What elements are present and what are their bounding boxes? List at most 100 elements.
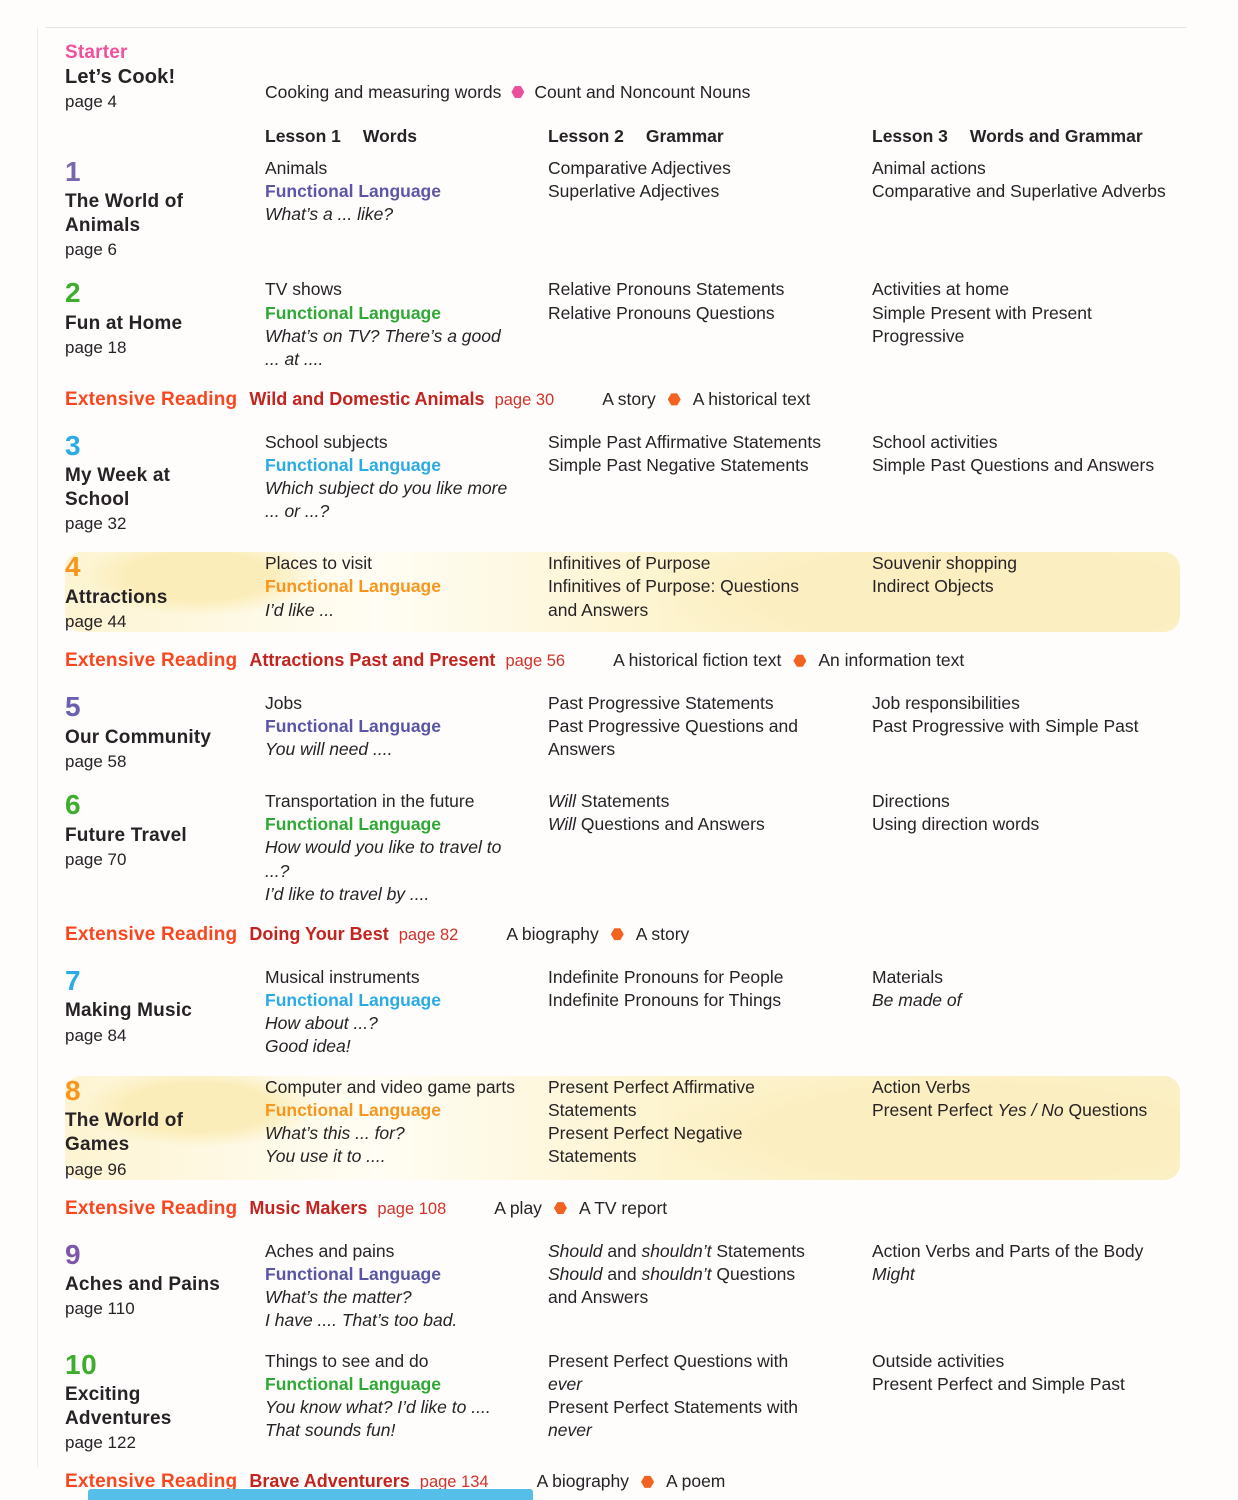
extensive-reading-genres: A story A historical text <box>602 389 810 410</box>
extensive-reading-page-ref: page 82 <box>398 925 459 944</box>
starter-page-ref: page 4 <box>65 92 117 111</box>
contents-table: Starter Let’s Cook! page 4 Cooking and m… <box>65 42 1180 1500</box>
header-lesson-1-label: Lesson 1 <box>265 126 341 146</box>
unit-info-cell: 2 Fun at Home page 18 <box>65 278 265 370</box>
lesson2-line: Superlative Adjectives <box>548 181 720 202</box>
lesson3-line: Souvenir shopping <box>872 553 1017 574</box>
unit-title: The World of Games <box>65 1110 184 1155</box>
unit-row-7: 7 Making Music page 84 Musical instrumen… <box>65 965 1180 1058</box>
lesson1-cell: Places to visit Functional Language I’d li… <box>265 552 548 632</box>
lesson3-line: Simple Past Questions and Answers <box>872 454 1155 475</box>
lesson1-cell: Transportation in the future Functional L… <box>265 790 548 905</box>
lesson3-line: Action Verbs <box>872 1077 971 1098</box>
unit-title: Fun at Home <box>65 312 183 334</box>
lesson1-words-line: Animals <box>265 158 328 178</box>
lesson3-line: Indirect Objects <box>872 576 994 597</box>
unit-info-cell: 6 Future Travel page 70 <box>65 790 265 905</box>
extensive-reading-label: Extensive Reading <box>65 650 238 672</box>
extensive-reading-page-ref: page 30 <box>494 390 555 409</box>
lesson1-cell: Aches and pains Functional Language What’s… <box>265 1240 548 1332</box>
lesson1-words-line: Things to see and do <box>265 1350 429 1371</box>
hexagon-bullet-icon <box>553 1202 567 1215</box>
extensive-reading-label: Extensive Reading <box>65 1471 238 1493</box>
lesson2-line: Should and shouldn’t Statements <box>548 1240 805 1261</box>
extensive-reading-row: Extensive Reading Wild and Domestic Anim… <box>65 389 1180 411</box>
unit-page-ref: page 70 <box>65 850 127 870</box>
unit-title: Future Travel <box>65 824 187 846</box>
lesson2-line: Infinitives of Purpose: Questions and An… <box>548 576 799 620</box>
lesson1-cell: Musical instruments Functional Language Ho… <box>265 966 548 1058</box>
unit-title: Making Music <box>65 1000 192 1022</box>
lesson1-cell: Animals Functional Language What’s a ... l… <box>265 157 548 260</box>
unit-info-cell: 3 My Week at School page 32 <box>65 430 265 534</box>
starter-label: Starter <box>65 42 128 63</box>
lesson2-cell: Should and shouldn’t Statements Should an… <box>548 1240 872 1332</box>
lesson2-line: Will Statements <box>548 791 670 812</box>
functional-language-example: Good idea! <box>265 1035 351 1056</box>
functional-language-label: Functional Language <box>265 454 441 475</box>
lesson3-line: Be made of <box>872 989 962 1010</box>
unit-number: 2 <box>65 277 82 309</box>
lesson1-words-line: Jobs <box>265 693 302 714</box>
lesson3-cell: Outside activities Present Perfect and Si… <box>872 1350 1180 1453</box>
extensive-reading-page-ref: page 56 <box>505 652 566 671</box>
unit-number: 6 <box>65 789 82 821</box>
lesson1-words-line: School subjects <box>265 431 388 452</box>
lesson3-line: Present Perfect Yes / No Questions <box>872 1100 1148 1121</box>
extensive-reading-page-ref: page 134 <box>419 1473 489 1492</box>
functional-language-label: Functional Language <box>265 989 441 1010</box>
hexagon-bullet-icon <box>610 928 624 941</box>
lesson1-cell: Things to see and do Functional Language Y… <box>265 1350 548 1453</box>
functional-language-example: What’s on TV? There’s a good ... at .... <box>265 325 501 369</box>
unit-row-8: 8 The World of Games page 96 Computer an… <box>65 1076 1180 1180</box>
lesson2-cell: Relative Pronouns Statements Relative Pro… <box>548 278 872 370</box>
functional-language-example: I have .... That’s too bad. <box>265 1309 458 1330</box>
hexagon-bullet-icon <box>511 86 525 98</box>
unit-number: 8 <box>65 1075 82 1107</box>
functional-language-example: You know what? I’d like to .... <box>265 1397 491 1418</box>
genre-item: A play <box>494 1197 542 1218</box>
functional-language-label: Functional Language <box>265 181 441 202</box>
functional-language-example: What’s a ... like? <box>265 204 394 225</box>
unit-row-2: 2 Fun at Home page 18 TV shows Functional… <box>65 278 1180 370</box>
page-edge-left <box>37 27 38 1467</box>
lesson1-words-line: TV shows <box>265 279 342 300</box>
header-lesson-2-label: Lesson 2 <box>548 126 624 146</box>
functional-language-example: I’d like to travel by .... <box>265 883 430 904</box>
unit-info-cell: 8 The World of Games page 96 <box>65 1076 265 1179</box>
lesson3-line: Outside activities <box>872 1350 1005 1371</box>
lesson3-line: Materials <box>872 966 943 987</box>
lesson3-cell: Job responsibilities Past Progressive wit… <box>872 692 1180 772</box>
lesson2-cell: Comparative Adjectives Superlative Adject… <box>548 157 872 260</box>
lesson3-line: Job responsibilities <box>872 693 1020 714</box>
unit-row-5: 5 Our Community page 58 Jobs Functional L… <box>65 692 1180 772</box>
extensive-reading-title: Attractions Past and Present <box>249 650 496 671</box>
lesson1-cell: TV shows Functional Language What’s on TV?… <box>265 278 548 370</box>
lesson1-words-line: Musical instruments <box>265 966 420 987</box>
lesson2-line: Past Progressive Questions and Answers <box>548 716 798 760</box>
lesson2-line: Infinitives of Purpose <box>548 553 711 574</box>
lesson2-line: Comparative Adjectives <box>548 158 731 178</box>
genre-item: A story <box>635 923 690 944</box>
lesson2-line: Relative Pronouns Statements <box>548 279 785 300</box>
lesson1-cell: Computer and video game parts Functional … <box>265 1076 548 1179</box>
extensive-reading-title: Brave Adventurers <box>249 1471 410 1492</box>
lesson2-line: Present Perfect Statements with never <box>548 1397 798 1441</box>
lesson2-cell: Indefinite Pronouns for People Indefinite… <box>548 966 872 1058</box>
unit-info-cell: 10 Exciting Adventures page 122 <box>65 1350 265 1453</box>
unit-info-cell: 1 The World of Animals page 6 <box>65 157 265 260</box>
lesson3-line: Comparative and Superlative Adverbs <box>872 181 1166 202</box>
unit-row-6: 6 Future Travel page 70 Transportation i… <box>65 790 1180 905</box>
lesson3-cell: School activities Simple Past Questions a… <box>872 431 1180 534</box>
functional-language-label: Functional Language <box>265 1263 441 1284</box>
header-lesson-2: Lesson 2 Grammar <box>548 126 872 147</box>
lesson1-words-line: Computer and video game parts <box>265 1077 515 1098</box>
unit-title: Exciting Adventures <box>65 1384 172 1429</box>
unit-number: 4 <box>65 551 82 583</box>
lesson1-cell: Jobs Functional Language You will need ...… <box>265 692 548 772</box>
lesson1-cell: School subjects Functional Language Which … <box>265 431 548 534</box>
lesson2-line: Present Perfect Affirmative Statements <box>548 1077 755 1121</box>
genre-item: An information text <box>818 650 965 671</box>
unit-row-3: 3 My Week at School page 32 School subje… <box>65 430 1180 534</box>
